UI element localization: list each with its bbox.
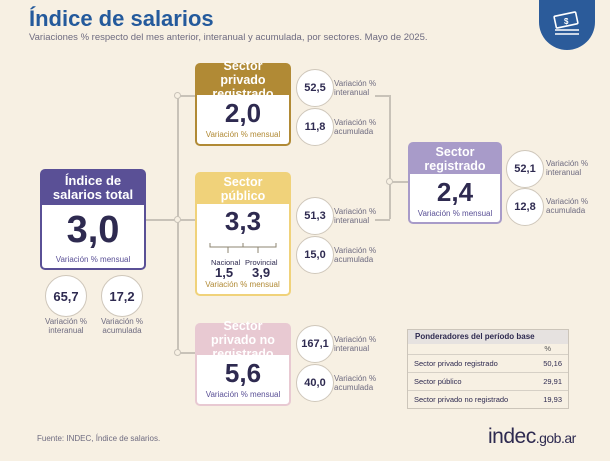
no-registrado-value: 5,6 [224, 358, 262, 388]
publico-value: 3,3 [224, 206, 262, 236]
registrado-interanual-value: 52,1 [506, 150, 544, 188]
registrado-value: 2,4 [436, 177, 474, 207]
money-stack-icon: $ [553, 11, 579, 35]
privado-sublabel: Variación % mensual [205, 130, 281, 139]
publico-nacional-label: Nacional [211, 258, 241, 267]
registrado-acumulada-label: Variación % acumulada [546, 197, 589, 215]
no-registrado-interanual-label: Variación % interanual [334, 335, 377, 353]
row-value: 29,91 [543, 377, 562, 386]
table-row: Sector privado registrado 50,16 [408, 354, 568, 372]
ponderadores-title: Ponderadores del período base [408, 330, 568, 344]
total-interanual-label: Variación % interanual [44, 317, 88, 335]
publico-interanual-label: Variación % interanual [334, 207, 377, 225]
total-sublabel: Variación % mensual [55, 255, 131, 264]
publico-nacional-value: 1,5 [215, 265, 234, 280]
ponderadores-table: Ponderadores del período base % Sector p… [407, 329, 569, 409]
row-label: Sector privado registrado [414, 359, 498, 368]
privado-value: 2,0 [224, 98, 262, 128]
svg-text:$: $ [564, 17, 569, 26]
privado-card: Sector privado registrado 2,0 Variación … [195, 59, 291, 146]
total-card: Índice de salarios total 3,0 Variación %… [40, 169, 146, 270]
footer-source: Fuente: INDEC, Índice de salarios. [37, 434, 161, 443]
no-registrado-card: Sector privado no registrado 5,6 Variaci… [195, 319, 291, 406]
row-label: Sector privado no registrado [414, 395, 509, 404]
brand-name: indec [488, 425, 536, 448]
publico-breakdown-bracket [209, 243, 277, 253]
row-value: 50,16 [543, 359, 562, 368]
brand-domain: .gob.ar [535, 430, 577, 446]
privado-interanual-value: 52,5 [296, 69, 334, 107]
publico-provincial-value: 3,9 [252, 265, 271, 280]
registrado-interanual-label: Variación % interanual [546, 159, 589, 177]
table-row: Sector privado no registrado 19,93 [408, 390, 568, 408]
total-value: 3,0 [66, 209, 120, 251]
no-registrado-sublabel: Variación % mensual [205, 390, 281, 399]
publico-card: Sector público 3,3 Nacional Provincial 1… [195, 172, 291, 296]
privado-title: Sector privado registrado [197, 59, 289, 101]
page-title: Índice de salarios [29, 6, 214, 31]
total-interanual-value: 65,7 [45, 275, 87, 317]
ponderadores-unit: % [544, 344, 551, 353]
registrado-sublabel: Variación % mensual [417, 209, 493, 218]
page-subtitle: Variaciones % respecto del mes anterior,… [29, 32, 428, 43]
publico-acumulada-label: Variación % acumulada [334, 246, 377, 264]
total-acumulada-value: 17,2 [101, 275, 143, 317]
publico-sublabel: Variación % mensual [205, 280, 280, 289]
no-registrado-interanual-value: 167,1 [296, 325, 334, 363]
publico-acumulada-value: 15,0 [296, 236, 334, 274]
row-value: 19,93 [543, 395, 562, 404]
no-registrado-acumulada-value: 40,0 [296, 364, 334, 402]
publico-provincial-label: Provincial [245, 258, 278, 267]
publico-interanual-value: 51,3 [296, 197, 334, 235]
table-row: Sector público 29,91 [408, 372, 568, 390]
publico-title: Sector público [197, 174, 289, 204]
total-title: Índice de salarios total [42, 171, 144, 205]
no-registrado-title: Sector privado no registrado [197, 319, 289, 361]
no-registrado-acumulada-label: Variación % acumulada [334, 374, 377, 392]
total-acumulada-label: Variación % acumulada [100, 317, 144, 335]
privado-acumulada-label: Variación % acumulada [334, 118, 377, 136]
privado-acumulada-value: 11,8 [296, 108, 334, 146]
logo-badge: $ [539, 0, 595, 50]
registrado-card: Sector registrado 2,4 Variación % mensua… [408, 142, 502, 224]
privado-interanual-label: Variación % interanual [334, 79, 377, 97]
registrado-title: Sector registrado [410, 144, 500, 174]
registrado-acumulada-value: 12,8 [506, 188, 544, 226]
brand-logo: indec.gob.ar [488, 425, 576, 449]
row-label: Sector público [414, 377, 462, 386]
